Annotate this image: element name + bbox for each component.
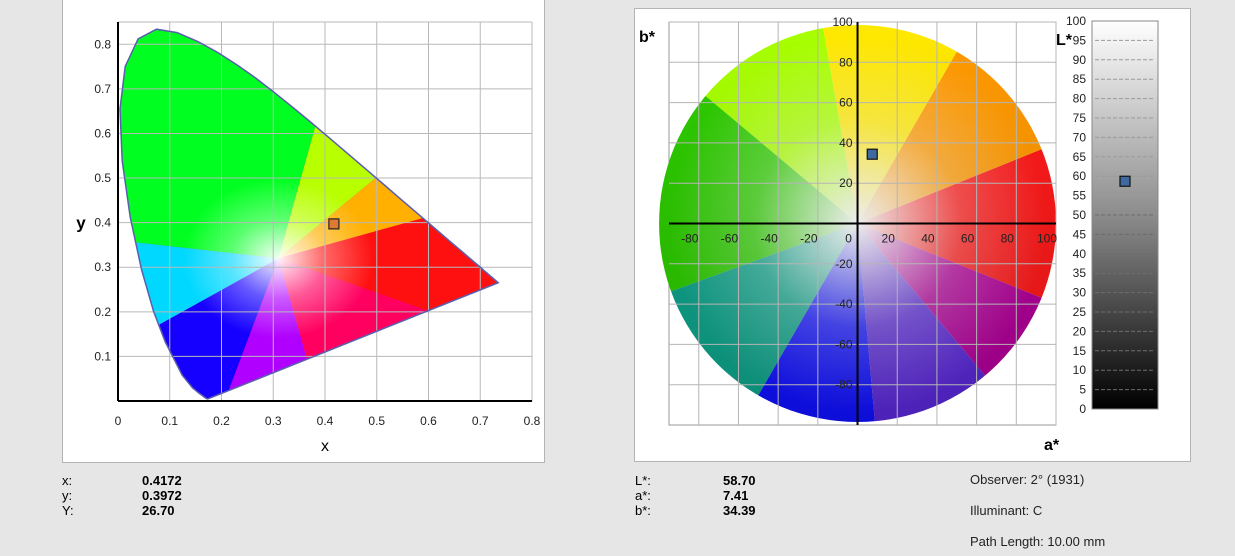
readout-value: 26.70 — [142, 503, 175, 518]
x-tick-label: 0.1 — [161, 414, 178, 428]
l-tick-label: 70 — [1073, 130, 1087, 144]
spectral-locus — [119, 28, 500, 400]
l-tick-label: 15 — [1073, 344, 1087, 358]
readout-label: a*: — [635, 488, 651, 503]
readout-value: 0.3972 — [142, 488, 182, 503]
l-tick-label: 100 — [1066, 14, 1086, 28]
b-star-axis-label: b* — [639, 29, 656, 46]
a-tick-label: 0 — [845, 232, 852, 246]
y-tick-label: 0.6 — [94, 126, 111, 140]
a-tick-label: -20 — [800, 232, 818, 246]
l-tick-label: 0 — [1079, 402, 1086, 416]
x-tick-label: 0.5 — [368, 414, 385, 428]
l-tick-label: 35 — [1073, 266, 1087, 280]
readout-value: 58.70 — [723, 473, 756, 488]
a-tick-label: 20 — [882, 232, 896, 246]
x-tick-label: 0.7 — [472, 414, 489, 428]
l-star-scale: 1009590858075706560555045403530252015105… — [1066, 14, 1159, 416]
a-tick-label: 60 — [961, 232, 975, 246]
b-tick-label: 80 — [839, 55, 853, 69]
cielab-ab-chart: -80 -60 -40 -20 0 20 40 60 80 10010080604020-20-4… — [639, 14, 1159, 454]
l-tick-label: 60 — [1073, 169, 1087, 183]
readout-label: x: — [62, 473, 73, 488]
l-tick-label: 95 — [1073, 33, 1087, 47]
b-tick-label: 100 — [833, 15, 853, 29]
illuminant-text: Illuminant: C — [970, 503, 1043, 518]
l-tick-label: 25 — [1073, 305, 1087, 319]
l-tick-label: 90 — [1073, 53, 1087, 67]
l-star-axis-label: L* — [1056, 32, 1073, 49]
sample-point-marker — [866, 148, 878, 160]
x-tick-label: 0.8 — [524, 414, 541, 428]
b-tick-label: 40 — [839, 136, 853, 150]
y-tick-label: 0.1 — [94, 349, 111, 363]
l-tick-label: 45 — [1073, 227, 1087, 241]
b-tick-label: -60 — [835, 337, 853, 351]
y-tick-label: 0.7 — [94, 82, 111, 96]
a-tick-label: 100 — [1037, 232, 1057, 246]
l-tick-label: 80 — [1073, 92, 1087, 106]
l-tick-label: 85 — [1073, 72, 1087, 86]
x-axis-label: x — [321, 438, 329, 455]
readout-value: 7.41 — [723, 488, 749, 503]
cielab-chart-panel: -80 -60 -40 -20 0 20 40 60 80 100 100 80 60 40 20 -20 -4… — [634, 8, 1191, 462]
x-tick-label: 0 — [115, 414, 122, 428]
b-tick-label: 20 — [839, 176, 853, 190]
readout-value: 34.39 — [723, 503, 756, 518]
a-tick-label: -60 — [721, 232, 739, 246]
l-tick-label: 55 — [1073, 189, 1087, 203]
l-tick-label: 30 — [1073, 286, 1087, 300]
readout-label: y: — [62, 488, 73, 503]
y-tick-label: 0.3 — [94, 260, 111, 274]
cie-xy-chart-panel: 0 0.1 0.2 0.3 0.4 0.5 0.6 0.7 0.8 0.1 0.2 0.3 0.4 0.5… — [62, 0, 545, 463]
y-tick-label: 0.4 — [94, 216, 111, 230]
a-tick-label: -80 — [681, 232, 699, 246]
b-tick-label: -40 — [835, 297, 853, 311]
readout-value: 0.4172 — [142, 473, 182, 488]
sample-point-marker — [328, 218, 340, 230]
y-axis-label: y — [76, 214, 86, 233]
l-tick-label: 40 — [1073, 247, 1087, 261]
x-tick-label: 0.2 — [213, 414, 230, 428]
a-star-axis-label: a* — [1044, 437, 1060, 454]
x-tick-label: 0.6 — [420, 414, 437, 428]
path-length-text: Path Length: 10.00 mm — [970, 534, 1106, 549]
l-tick-label: 75 — [1073, 111, 1087, 125]
cie-xy-chart: 0 0.1 0.2 0.3 0.4 0.5 0.6 0.7 0.8 0.1 0.2 0.3 0.4 0.5… — [76, 21, 541, 455]
readout-label: b*: — [635, 503, 651, 518]
a-tick-label: -40 — [760, 232, 778, 246]
y-tick-label: 0.8 — [94, 37, 111, 51]
l-tick-label: 50 — [1073, 208, 1087, 222]
b-tick-label: 60 — [839, 96, 853, 110]
l-tick-label: 65 — [1073, 150, 1087, 164]
l-tick-label: 5 — [1079, 383, 1086, 397]
l-star-marker — [1119, 175, 1131, 187]
b-tick-label: -80 — [835, 378, 853, 392]
readout-label: Y: — [62, 503, 74, 518]
y-tick-label: 0.5 — [94, 171, 111, 185]
x-tick-label: 0.4 — [317, 414, 334, 428]
observer-text: Observer: 2° (1931) — [970, 472, 1085, 487]
l-tick-label: 10 — [1073, 363, 1087, 377]
l-tick-label: 20 — [1073, 324, 1087, 338]
b-tick-label: -20 — [835, 257, 853, 271]
y-tick-label: 0.2 — [94, 305, 111, 319]
readout-label: L*: — [635, 473, 651, 488]
a-tick-label: 80 — [1001, 232, 1015, 246]
x-tick-label: 0.3 — [265, 414, 282, 428]
a-tick-label: 40 — [921, 232, 935, 246]
